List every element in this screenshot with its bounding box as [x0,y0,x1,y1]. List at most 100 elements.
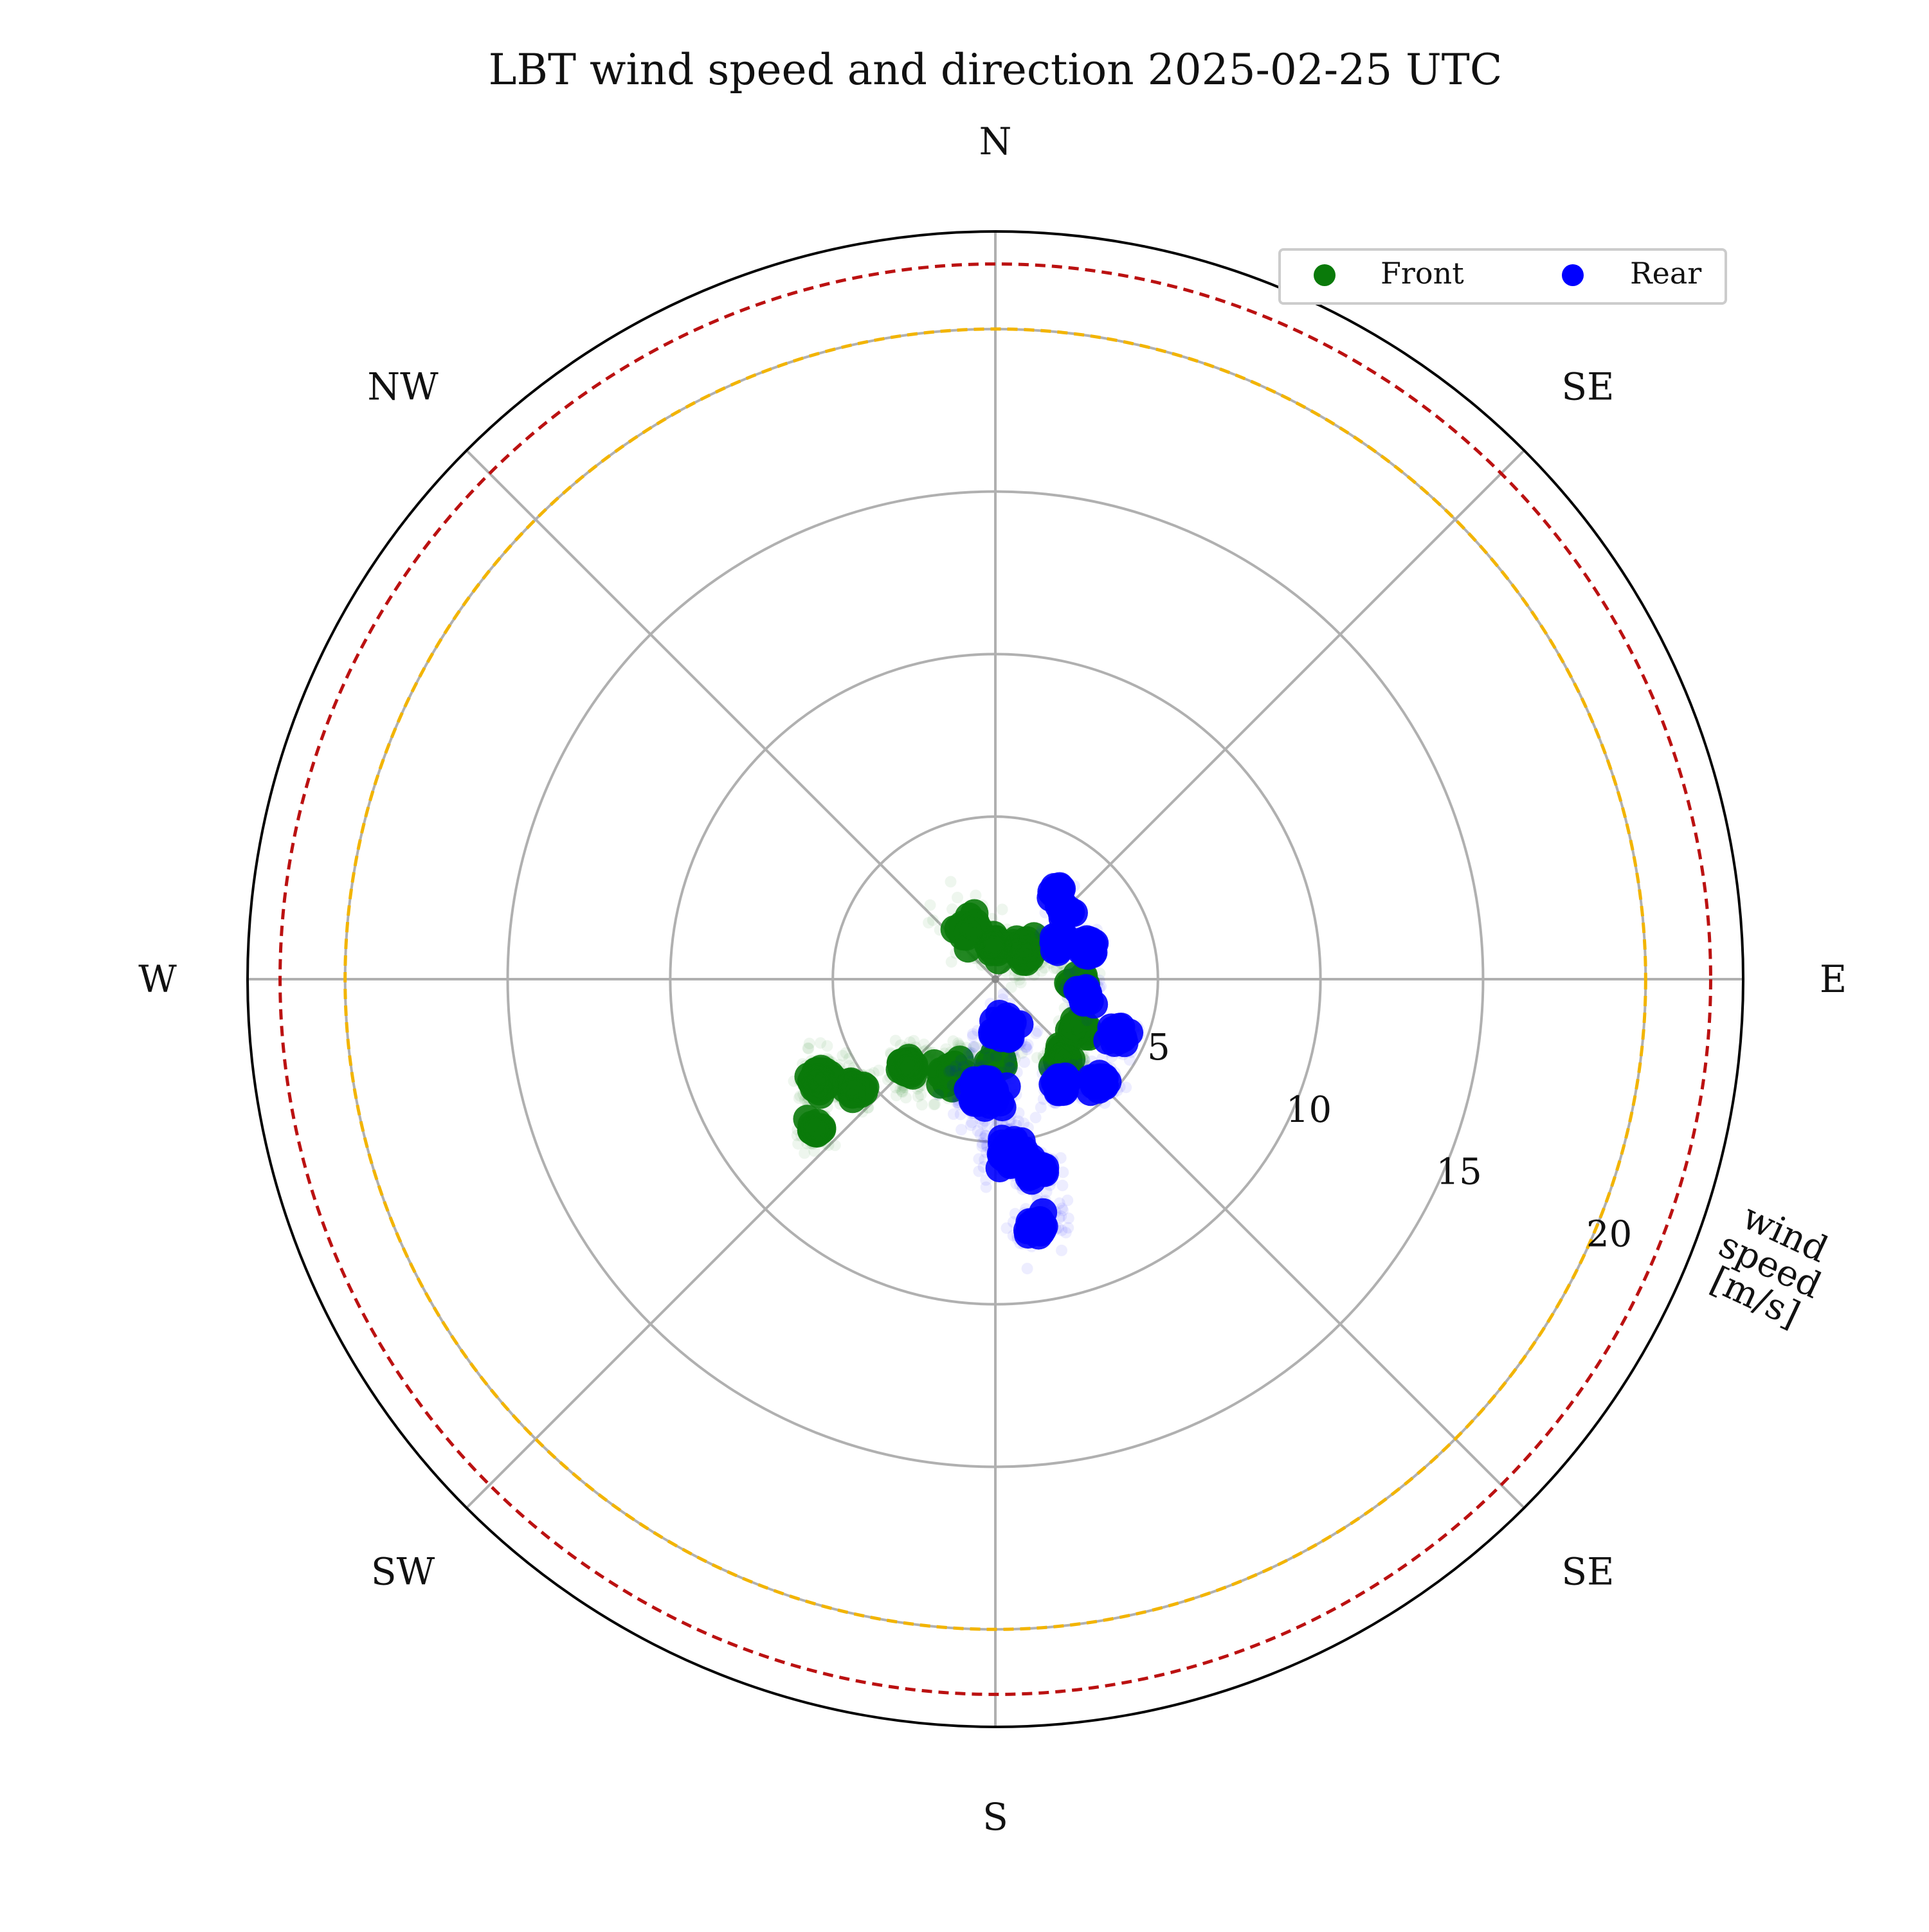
point-halo-rear [1012,1115,1024,1127]
point-halo-rear [1062,1222,1074,1234]
reference-circle-yellow [343,327,1647,1631]
point-halo-rear [1057,1166,1069,1178]
point-halo-front [946,903,958,916]
point-halo-rear [990,1050,1002,1062]
point-halo-front [912,1090,924,1103]
reference-circle-red [278,262,1712,1696]
point-halo-front [926,1046,938,1058]
spoke-7 [466,449,997,980]
point-rear [990,1139,1019,1168]
point-halo-rear [963,1047,975,1060]
point-halo-rear [1056,1244,1067,1256]
point-rear [1074,979,1103,1008]
point-halo-front [802,1042,814,1054]
point-halo-front [947,1035,959,1047]
point-halo-front [923,917,935,929]
point-halo-rear [1022,1038,1034,1051]
point-halo-rear [1053,1197,1065,1209]
point-halo-front [915,1088,927,1101]
point-front [841,1070,870,1099]
point-halo-rear [976,1140,988,1152]
legend-marker-front [1314,264,1336,286]
point-front [948,922,977,951]
point-halo-front [821,1040,833,1052]
point-halo-front [799,1147,811,1159]
point-halo-front [829,1139,841,1151]
point-halo-front [1016,1047,1028,1059]
point-rear [1017,1160,1046,1189]
r-tick-label-10: 10 [1286,1089,1332,1131]
legend: Front Rear [1278,248,1727,305]
compass-label-2: E [1820,957,1847,1001]
point-halo-rear [976,1137,988,1150]
point-halo-rear [1031,1025,1044,1037]
chart-title: LBT wind speed and direction 2025-02-25 … [489,45,1503,95]
point-halo-front [834,1098,846,1110]
point-halo-rear [1018,1117,1030,1130]
point-halo-rear [1020,1041,1032,1053]
point-halo-rear [968,1040,980,1052]
legend-marker-rear [1562,264,1584,286]
point-halo-front [836,1093,848,1105]
point-halo-rear [1056,1179,1069,1191]
point-halo-rear [1056,1224,1068,1236]
point-halo-rear [966,1116,978,1128]
compass-label-4: S [983,1795,1008,1839]
point-halo-front [890,1089,902,1101]
point-halo-rear [972,1124,984,1137]
r-tick-label-20: 20 [1586,1213,1632,1255]
point-halo-rear [997,988,1010,1000]
grid-ring-15 [506,490,1485,1468]
point-rear [1047,874,1076,903]
point-halo-rear [978,1132,990,1144]
point-halo-front [843,1060,855,1072]
point-halo-front [873,1064,885,1076]
point-halo-rear [1001,1222,1013,1234]
r-tick-label-5: 5 [1147,1027,1170,1069]
point-halo-front [924,899,936,911]
point-halo-front [929,1098,941,1110]
point-halo-rear [1021,1263,1033,1275]
point-halo-rear [967,1028,979,1040]
point-rear [1026,1207,1055,1236]
point-rear [961,1070,990,1099]
point-halo-front [920,1044,932,1056]
point-halo-rear [943,1065,955,1078]
point-halo-rear [947,1108,959,1120]
point-halo-rear [1062,1212,1074,1224]
point-halo-rear [966,1030,979,1042]
compass-label-1: SE [1561,365,1614,409]
point-halo-front [969,1041,981,1053]
point-halo-rear [955,1124,968,1136]
point-halo-front [918,1038,930,1051]
point-halo-front [843,1052,855,1065]
point-halo-front [815,1037,826,1049]
point-halo-front [908,1034,919,1047]
point-rear [1049,1070,1078,1099]
point-halo-rear [1004,1061,1017,1074]
point-halo-front [803,1038,815,1049]
point-front [1060,1011,1089,1040]
point-halo-rear [932,1088,944,1101]
point-halo-front [840,1047,852,1059]
point-halo-rear [973,1153,985,1165]
point-halo-rear [1040,1186,1053,1198]
point-halo-rear [979,1042,991,1054]
point-halo-rear [983,1052,995,1064]
point-halo-rear [1004,1115,1015,1127]
r-tick-label-15: 15 [1436,1151,1481,1193]
compass-label-3: SE [1561,1549,1614,1593]
compass-label-7: NW [367,365,439,409]
point-halo-front [1015,977,1027,989]
compass-label-6: W [138,957,177,1001]
point-halo-front [928,1098,940,1110]
point-halo-rear [966,1047,978,1059]
point-halo-front [792,1138,804,1150]
point-halo-front [945,876,957,888]
point-halo-rear [1021,1043,1033,1056]
point-halo-rear [1004,1055,1016,1067]
point-rear [1103,1025,1132,1054]
point-halo-rear [1019,1056,1031,1068]
point-halo-rear [1055,1210,1067,1222]
